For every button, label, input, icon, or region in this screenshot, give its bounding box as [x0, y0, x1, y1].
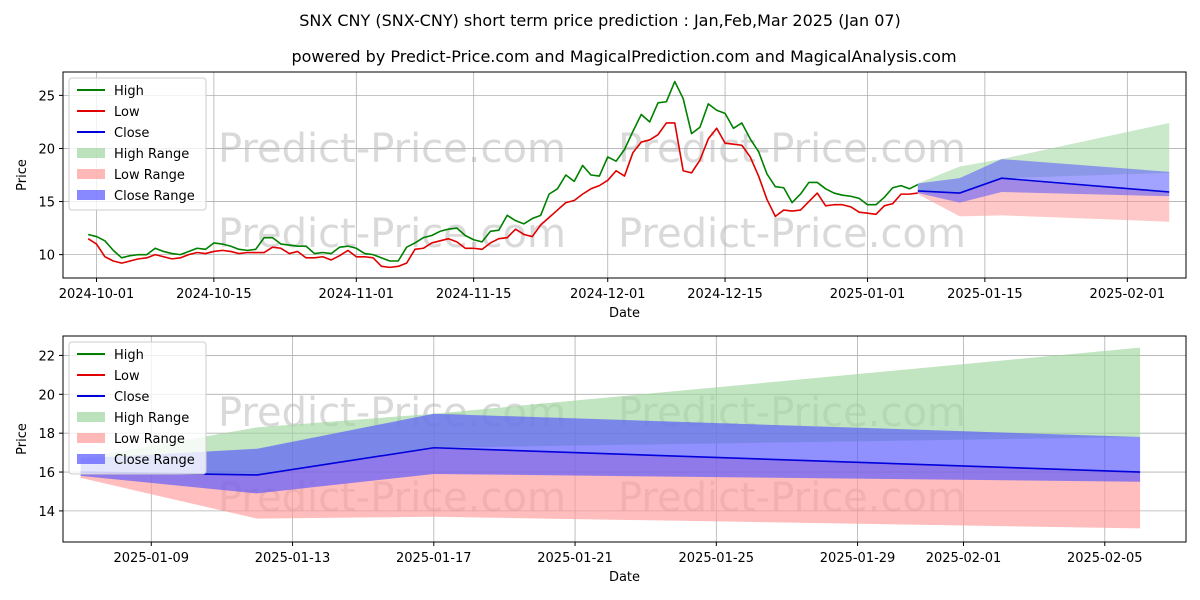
plot-frame [62, 71, 1187, 279]
x-axis-label: Date [609, 570, 640, 585]
y-tick-label: 18 [38, 427, 55, 442]
x-tick-label: 2025-01-15 [947, 287, 1023, 302]
high-series-line [87, 80, 919, 262]
lower-chart: Predict-Price.comPredict-Price.comPredic… [15, 335, 1187, 585]
x-tick-label: 2024-12-01 [570, 287, 646, 302]
plot-frame [62, 335, 1187, 543]
watermark-text: Predict-Price.com [618, 211, 966, 257]
chart-subtitle: powered by Predict-Price.com and Magical… [291, 47, 956, 66]
x-axis-label: Date [609, 306, 640, 321]
watermark-text: Predict-Price.com [218, 211, 566, 257]
x-tick-label: 2024-12-15 [687, 287, 763, 302]
x-tick-label: 2025-02-01 [926, 551, 1002, 566]
x-tick-label: 2024-11-01 [319, 287, 395, 302]
x-tick-label: 2025-01-09 [114, 551, 190, 566]
legend-entry-label: Close [114, 390, 149, 405]
legend-entry-label: Close Range [114, 453, 195, 468]
legend-entry-label: Low Range [114, 168, 185, 183]
watermark-text: Predict-Price.com [618, 126, 966, 172]
legend-swatch [77, 190, 105, 200]
x-tick-label: 2025-01-13 [255, 551, 331, 566]
chart-title: SNX CNY (SNX-CNY) short term price predi… [299, 11, 901, 30]
x-tick-label: 2024-10-01 [59, 287, 135, 302]
x-tick-label: 2024-11-15 [436, 287, 512, 302]
watermark-text: Predict-Price.com [218, 126, 566, 172]
legend-entry-label: Low [114, 105, 140, 120]
x-tick-label: 2025-01-17 [396, 551, 472, 566]
y-tick-label: 22 [38, 349, 55, 364]
legend-swatch [77, 412, 105, 422]
legend-swatch [77, 433, 105, 443]
legend-entry-label: Low Range [114, 432, 185, 447]
legend-swatch [77, 454, 105, 464]
low-series-line [87, 122, 918, 269]
x-tick-label: 2025-01-25 [679, 551, 755, 566]
x-tick-label: 2025-01-01 [830, 287, 906, 302]
y-axis-label: Price [15, 423, 30, 455]
legend-entry-label: High [114, 348, 144, 363]
legend-entry-label: Close [114, 126, 149, 141]
y-tick-label: 15 [38, 196, 55, 211]
x-tick-label: 2025-02-01 [1090, 287, 1166, 302]
x-tick-label: 2025-02-05 [1067, 551, 1143, 566]
y-tick-label: 25 [38, 89, 55, 104]
y-tick-label: 16 [38, 466, 55, 481]
legend-entry-label: High Range [114, 147, 189, 162]
y-tick-label: 20 [38, 388, 55, 403]
legend-entry-label: Close Range [114, 189, 195, 204]
legend-swatch [77, 148, 105, 158]
close-series-line [917, 177, 1170, 194]
legend-entry-label: High [114, 84, 144, 99]
y-tick-label: 20 [38, 142, 55, 157]
y-tick-label: 14 [38, 505, 55, 520]
y-tick-label: 10 [38, 249, 55, 264]
x-tick-label: 2024-10-15 [176, 287, 252, 302]
x-tick-label: 2025-01-21 [537, 551, 613, 566]
upper-chart: Predict-Price.com Predict-Price.com Predic… [15, 71, 1187, 321]
legend-entry-label: High Range [114, 411, 189, 426]
x-tick-label: 2025-01-29 [820, 551, 896, 566]
y-axis-label: Price [15, 159, 30, 191]
legend-entry-label: Low [114, 369, 140, 384]
legend-swatch [77, 169, 105, 179]
